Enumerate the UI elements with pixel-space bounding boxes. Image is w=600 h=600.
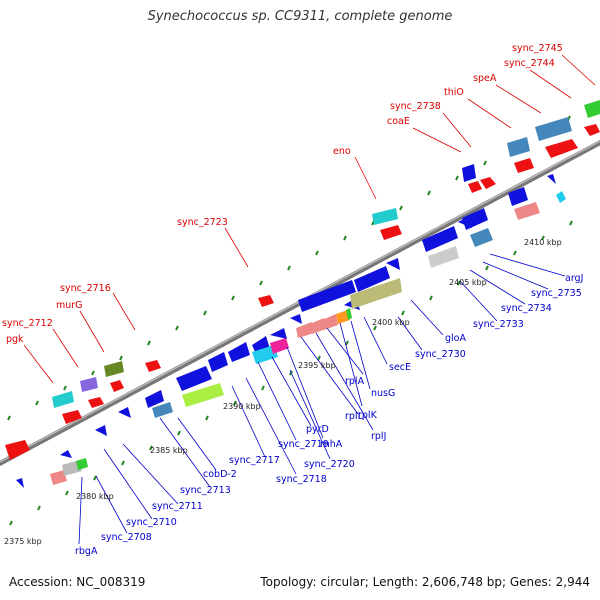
leader-lines-top <box>23 54 596 384</box>
gene-label: rplK <box>358 410 378 421</box>
map-title: Synechococcus sp. CC9311, complete genom… <box>147 9 453 24</box>
gene-label: sync_2713 <box>180 485 231 496</box>
gene-label: eno <box>333 146 351 157</box>
gene-label: sync_2717 <box>229 455 280 466</box>
gene-label: rbgA <box>75 546 98 557</box>
scale-label: 2405 kbp <box>449 278 487 287</box>
gene-label: sync_2745 <box>512 43 563 54</box>
scale-label: 2385 kbp <box>150 446 188 455</box>
gene-labels-top: sync_2745 sync_2744 speA thiO sync_2738 … <box>2 43 563 345</box>
gene-label: sync_2730 <box>415 349 466 360</box>
gene-label: sync_2716 <box>60 283 111 294</box>
genome-info-text: Topology: circular; Length: 2,606,748 bp… <box>260 575 590 589</box>
tick-row-inner <box>9 220 573 526</box>
tick-row-outer <box>7 115 571 421</box>
scale-label: 2375 kbp <box>4 537 42 546</box>
gene-label: sync_2735 <box>531 288 582 299</box>
gene-label: gloA <box>445 333 466 344</box>
gene-label: sync_2744 <box>504 58 555 69</box>
scale-label: 2400 kbp <box>372 318 410 327</box>
gene-label: sync_2710 <box>126 517 177 528</box>
gene-label: coaE <box>387 116 410 127</box>
gene-label: sync_2734 <box>501 303 552 314</box>
scale-label: 2410 kbp <box>524 238 562 247</box>
gene-label: thiO <box>444 87 464 98</box>
gene-label: sync_2711 <box>152 501 203 512</box>
gene-label: speA <box>473 73 497 84</box>
scale-labels: 2375 kbp 2380 kbp 2385 kbp 2390 kbp 2395… <box>4 238 562 546</box>
gene-label: argJ <box>565 273 583 284</box>
gene-label: sync_2719 <box>278 439 329 450</box>
gene-label: rplJ <box>371 431 386 442</box>
gene-label: sync_2712 <box>2 318 53 329</box>
gene-label: nusG <box>371 388 395 399</box>
genes-inner <box>16 174 566 488</box>
gene-label: sync_2738 <box>390 101 441 112</box>
scale-label: 2380 kbp <box>76 492 114 501</box>
gene-label: rplL <box>345 411 364 422</box>
gene-label: rplA <box>345 376 365 387</box>
gene-label: sync_2720 <box>304 459 355 470</box>
gene-label: sync_2733 <box>473 319 524 330</box>
genes-outer <box>5 100 600 460</box>
scale-label: 2395 kbp <box>298 361 336 370</box>
gene-label: sync_2718 <box>276 474 327 485</box>
gene-label: pgk <box>6 334 24 345</box>
gene-label: rnhA <box>320 439 343 450</box>
scale-label: 2390 kbp <box>223 402 261 411</box>
gene-labels-bottom: argJ sync_2735 sync_2734 sync_2733 gloA … <box>75 273 583 557</box>
leader-lines-bottom <box>78 253 566 545</box>
gene-label: secE <box>389 362 411 373</box>
gene-label: sync_2708 <box>101 532 152 543</box>
gene-label: murG <box>56 300 83 311</box>
gene-label: pyrD <box>306 424 329 435</box>
gene-label: cobD-2 <box>203 469 237 480</box>
gene-label: sync_2723 <box>177 217 228 228</box>
accession-text: Accession: NC_008319 <box>9 575 146 589</box>
